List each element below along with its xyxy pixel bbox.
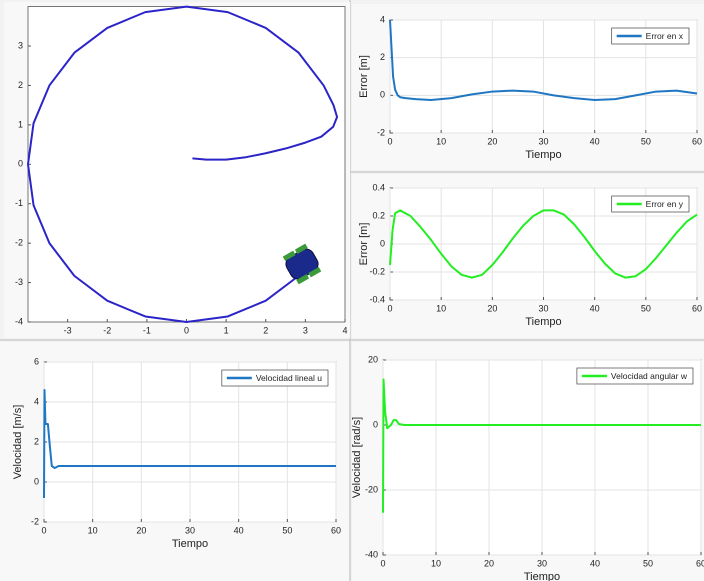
y-tick-label: 2 — [34, 436, 39, 446]
x-tick-label: 30 — [185, 525, 195, 535]
x-tick-label: 10 — [431, 558, 441, 568]
y-tick-label: 20 — [368, 354, 378, 364]
x-tick-label: 40 — [590, 303, 600, 313]
y-tick-label: 0 — [34, 476, 39, 486]
y-tick-label: 0.4 — [372, 182, 385, 192]
y-tick-label: -2 — [15, 238, 23, 248]
x-tick-label: 10 — [436, 303, 446, 313]
x-tick-label: 10 — [88, 525, 98, 535]
x-tick-label: 50 — [641, 303, 651, 313]
data-line — [389, 19, 698, 102]
y-tick-label: 0 — [380, 238, 385, 248]
x-tick-label: 0 — [387, 303, 392, 313]
legend-label: Error en y — [646, 199, 684, 209]
y-tick-label: 0.2 — [372, 210, 385, 220]
y-tick-label: 0 — [18, 159, 23, 169]
y-tick-label: 0 — [380, 90, 385, 100]
x-tick-label: 3 — [303, 325, 308, 335]
y-tick-label: -1 — [15, 198, 23, 208]
legend-box — [611, 195, 690, 213]
x-tick-label: 30 — [538, 303, 548, 313]
y-tick-label: -0.4 — [369, 294, 385, 304]
y-tick-label: -2 — [377, 127, 385, 137]
y-tick-label: -40 — [365, 549, 378, 559]
y-tick-label: -20 — [365, 484, 378, 494]
legend-box — [221, 369, 329, 387]
x-tick-label: 2 — [263, 325, 268, 335]
x-tick-label: 1 — [224, 325, 229, 335]
y-axis-label: Velocidad [m/s] — [12, 405, 24, 480]
x-tick-label: 40 — [234, 525, 244, 535]
y-tick-label: 1 — [18, 119, 23, 129]
x-axis-label: Tiempo — [524, 571, 560, 581]
y-tick-label: 3 — [18, 40, 23, 50]
x-tick-label: 50 — [641, 136, 651, 146]
x-tick-label: -3 — [64, 325, 72, 335]
x-tick-label: 0 — [41, 525, 46, 535]
y-tick-label: 0 — [373, 419, 378, 429]
data-line — [389, 209, 698, 279]
x-tick-label: -1 — [143, 325, 151, 335]
x-tick-label: 20 — [487, 136, 497, 146]
y-tick-label: 2 — [18, 80, 23, 90]
x-tick-label: 50 — [282, 525, 292, 535]
y-tick-label: -2 — [31, 516, 39, 526]
y-tick-label: -0.2 — [369, 266, 385, 276]
data-line — [382, 378, 701, 513]
x-tick-label: 60 — [696, 558, 704, 568]
x-axis-label: Tiempo — [525, 316, 561, 328]
x-tick-label: 60 — [692, 303, 702, 313]
legend-label: Error en x — [646, 31, 684, 41]
data-line — [27, 5, 339, 323]
y-tick-label: 4 — [380, 14, 385, 24]
y-axis-label: Error [m] — [358, 55, 370, 98]
y-tick-label: 2 — [380, 52, 385, 62]
x-axis-label: Tiempo — [525, 149, 561, 161]
x-tick-label: 20 — [484, 558, 494, 568]
robot-icon — [282, 243, 322, 285]
x-tick-label: 0 — [387, 136, 392, 146]
x-tick-label: 30 — [537, 558, 547, 568]
x-tick-label: 40 — [590, 136, 600, 146]
x-tick-label: 60 — [331, 525, 341, 535]
x-tick-label: 20 — [136, 525, 146, 535]
y-tick-label: 4 — [34, 396, 39, 406]
x-tick-label: 10 — [436, 136, 446, 146]
legend-label: Velocidad angular w — [611, 371, 688, 381]
x-tick-label: 40 — [590, 558, 600, 568]
x-tick-label: 50 — [643, 558, 653, 568]
legend-box — [576, 367, 694, 385]
x-tick-label: -2 — [103, 325, 111, 335]
x-tick-label: 60 — [692, 136, 702, 146]
legend-box — [611, 27, 690, 45]
x-tick-label: 4 — [342, 325, 347, 335]
x-tick-label: 30 — [538, 136, 548, 146]
legend-label: Velocidad lineal u — [256, 373, 322, 383]
x-tick-label: 0 — [380, 558, 385, 568]
y-tick-label: 6 — [34, 356, 39, 366]
x-tick-label: 0 — [184, 325, 189, 335]
x-tick-label: 20 — [487, 303, 497, 313]
x-axis-label: Tiempo — [172, 538, 208, 550]
y-axis-label: Error [m] — [358, 223, 370, 266]
y-tick-label: -4 — [15, 316, 23, 326]
data-line — [43, 389, 336, 499]
y-axis-label: Velocidad [rad/s] — [351, 417, 363, 498]
y-tick-label: -3 — [15, 277, 23, 287]
